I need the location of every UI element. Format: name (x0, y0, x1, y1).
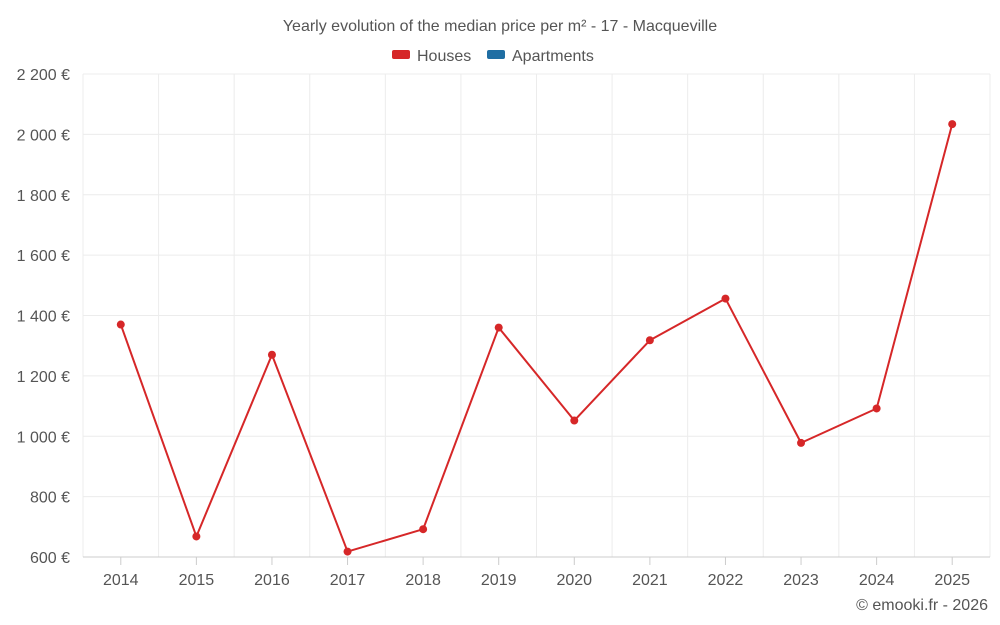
data-point-houses[interactable] (797, 438, 806, 447)
x-tick-label: 2014 (103, 572, 139, 589)
legend-label-apartments: Apartments (512, 48, 594, 65)
x-tick-label: 2023 (783, 572, 819, 589)
x-tick-label: 2025 (934, 572, 970, 589)
y-tick-label: 800 € (30, 490, 70, 507)
y-tick-label: 1 800 € (17, 188, 70, 205)
data-point-houses[interactable] (721, 294, 730, 303)
x-tick-label: 2016 (254, 572, 290, 589)
x-tick-label: 2015 (179, 572, 215, 589)
series-points (116, 120, 957, 556)
x-tick-label: 2021 (632, 572, 668, 589)
x-tick-label: 2019 (481, 572, 517, 589)
y-tick-label: 1 400 € (17, 309, 70, 326)
data-point-houses[interactable] (948, 120, 957, 129)
y-tick-label: 1 600 € (17, 248, 70, 265)
x-gridlines (82, 74, 991, 557)
y-tick-label: 2 200 € (17, 67, 70, 84)
x-tick-label: 2020 (556, 572, 592, 589)
legend-swatch-apartments (487, 50, 505, 59)
data-point-houses[interactable] (419, 525, 428, 534)
x-tick-label: 2024 (859, 572, 895, 589)
legend-swatch-houses (392, 50, 410, 59)
data-point-houses[interactable] (645, 336, 654, 345)
y-tick-label: 1 200 € (17, 369, 70, 386)
data-point-houses[interactable] (872, 404, 881, 413)
legend-item-apartments[interactable]: Apartments (487, 48, 594, 65)
legend-item-houses[interactable]: Houses (392, 48, 471, 65)
x-tick-label: 2022 (708, 572, 744, 589)
legend-label-houses: Houses (417, 48, 471, 65)
data-point-houses[interactable] (570, 416, 579, 425)
series-line-houses (119, 123, 954, 553)
y-tick-label: 2 000 € (17, 127, 70, 144)
chart-title: Yearly evolution of the median price per… (283, 18, 717, 35)
x-tick-label: 2017 (330, 572, 366, 589)
x-axis-labels: 2014 2015 2016 2017 2018 2019 2020 2021 2022 2023… (103, 557, 970, 589)
data-point-houses[interactable] (267, 350, 276, 359)
data-point-houses[interactable] (343, 547, 352, 556)
credit-text: © emooki.fr - 2026 (856, 597, 988, 614)
series-lines (119, 123, 954, 553)
y-tick-label: 600 € (30, 550, 70, 567)
data-point-houses[interactable] (494, 323, 503, 332)
legend: Houses Apartments (392, 48, 594, 65)
y-tick-label: 1 000 € (17, 429, 70, 446)
y-axis-labels: 600 € 800 € 1 000 € 1 200 € 1 400 € 1 600 € 1 … (17, 67, 70, 567)
data-point-houses[interactable] (192, 532, 201, 541)
data-point-houses[interactable] (116, 320, 125, 329)
x-tick-label: 2018 (405, 572, 441, 589)
